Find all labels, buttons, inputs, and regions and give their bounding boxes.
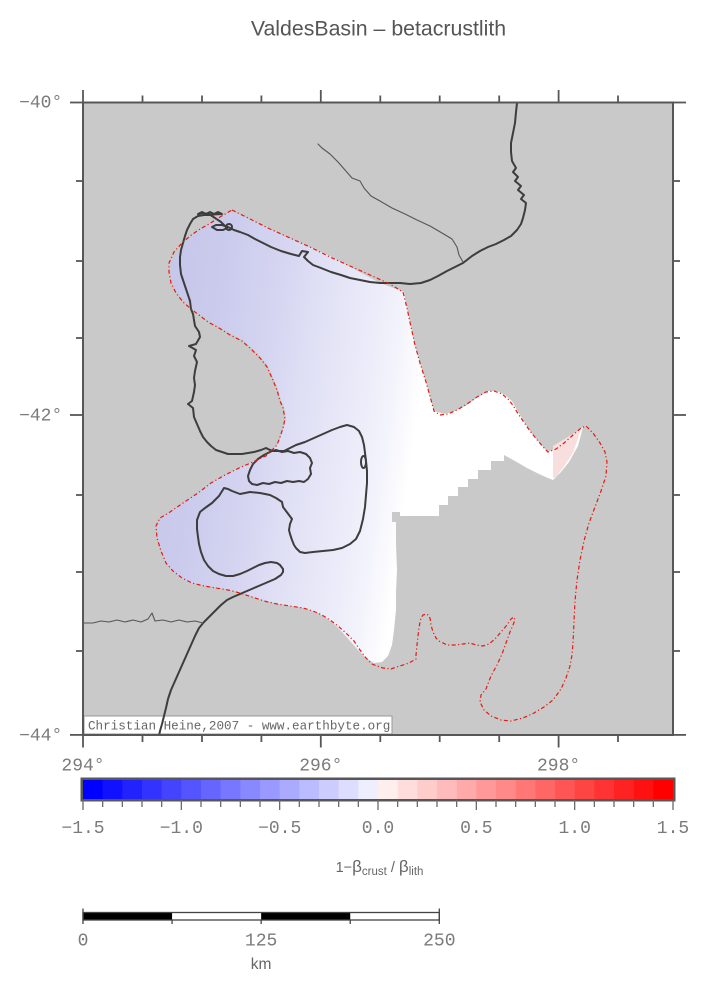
svg-text:−0.5: −0.5 [258,819,301,839]
svg-text:−1.5: −1.5 [61,819,104,839]
svg-text:0.0: 0.0 [362,819,394,839]
svg-text:0.5: 0.5 [460,819,492,839]
svg-text:1−βcrust / βlith: 1−βcrust / βlith [336,857,424,878]
svg-text:Christian Heine,2007 - www.ear: Christian Heine,2007 - www.earthbyte.org [88,720,390,734]
svg-text:1.5: 1.5 [657,819,689,839]
svg-text:−44°: −44° [19,727,62,747]
svg-text:1.0: 1.0 [558,819,590,839]
svg-text:0: 0 [78,932,89,952]
svg-text:−40°: −40° [19,94,62,114]
svg-text:296°: 296° [299,757,342,777]
svg-text:−42°: −42° [19,407,62,427]
svg-text:298°: 298° [537,757,580,777]
svg-text:ValdesBasin – betacrustlith: ValdesBasin – betacrustlith [251,17,506,41]
svg-text:−1.0: −1.0 [160,819,203,839]
svg-text:km: km [251,956,272,973]
svg-text:125: 125 [245,932,277,952]
svg-text:294°: 294° [61,757,104,777]
svg-text:250: 250 [423,932,455,952]
